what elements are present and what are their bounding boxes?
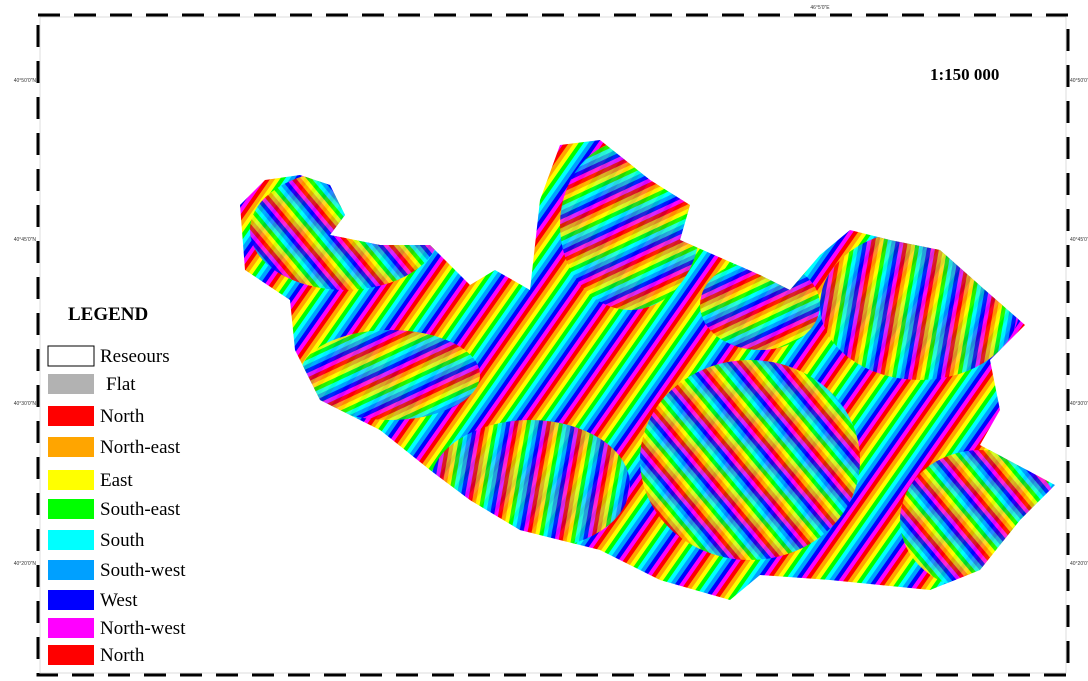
legend-label: South	[100, 530, 145, 551]
legend-title: LEGEND	[68, 304, 148, 325]
coord-label: 40°30'0"N	[14, 401, 37, 407]
legend-label: North-west	[100, 618, 186, 639]
coord-label: 46°5'0"E	[810, 5, 830, 11]
aspect-patch	[430, 420, 630, 550]
scale-label: 1:150 000	[930, 65, 999, 84]
aspect-patch	[300, 330, 480, 420]
legend: Reseours Flat North North-east East South-eas…	[47, 345, 186, 666]
aspect-patch	[560, 140, 700, 310]
legend-swatch	[47, 345, 95, 367]
legend-swatch	[48, 499, 94, 519]
coord-label: 40°20'0"N	[14, 561, 37, 567]
legend-label: North	[100, 645, 145, 666]
map-frame	[36, 13, 1070, 677]
legend-swatch	[48, 530, 94, 550]
aspect-patch	[250, 170, 440, 290]
study-area	[240, 140, 1055, 600]
coord-label: 40°45'0"N	[14, 237, 37, 243]
legend-swatch	[48, 374, 94, 394]
coord-label: 40°30'0"N	[1070, 401, 1088, 407]
aspect-patch	[700, 260, 820, 350]
legend-label: West	[100, 590, 138, 611]
legend-swatch	[48, 470, 94, 490]
legend-label: Reseours	[100, 346, 170, 367]
coord-label: 40°50'0"N	[1070, 78, 1088, 84]
legend-swatch	[48, 590, 94, 610]
coordinates: 46°5'0"E 40°50'0"N 40°45'0"N 40°30'0"N 40°20…	[14, 5, 1088, 567]
aspect-patch	[640, 360, 860, 560]
aspect-patch	[900, 450, 1055, 590]
legend-label: North	[100, 406, 145, 427]
legend-label: North-east	[100, 437, 181, 458]
coord-label: 40°50'0"N	[14, 78, 37, 84]
legend-label: East	[100, 470, 133, 491]
legend-label: South-west	[100, 560, 186, 581]
coord-label: 40°45'0"N	[1070, 237, 1088, 243]
aspect-patch	[820, 230, 1020, 380]
legend-swatch	[48, 406, 94, 426]
legend-swatch	[48, 560, 94, 580]
frame-inner	[39, 16, 1067, 674]
coord-label: 40°20'0"N	[1070, 561, 1088, 567]
legend-swatch	[48, 645, 94, 665]
legend-label: Flat	[106, 374, 136, 395]
legend-swatch	[48, 437, 94, 457]
legend-label: South-east	[100, 499, 181, 520]
legend-swatch	[48, 618, 94, 638]
